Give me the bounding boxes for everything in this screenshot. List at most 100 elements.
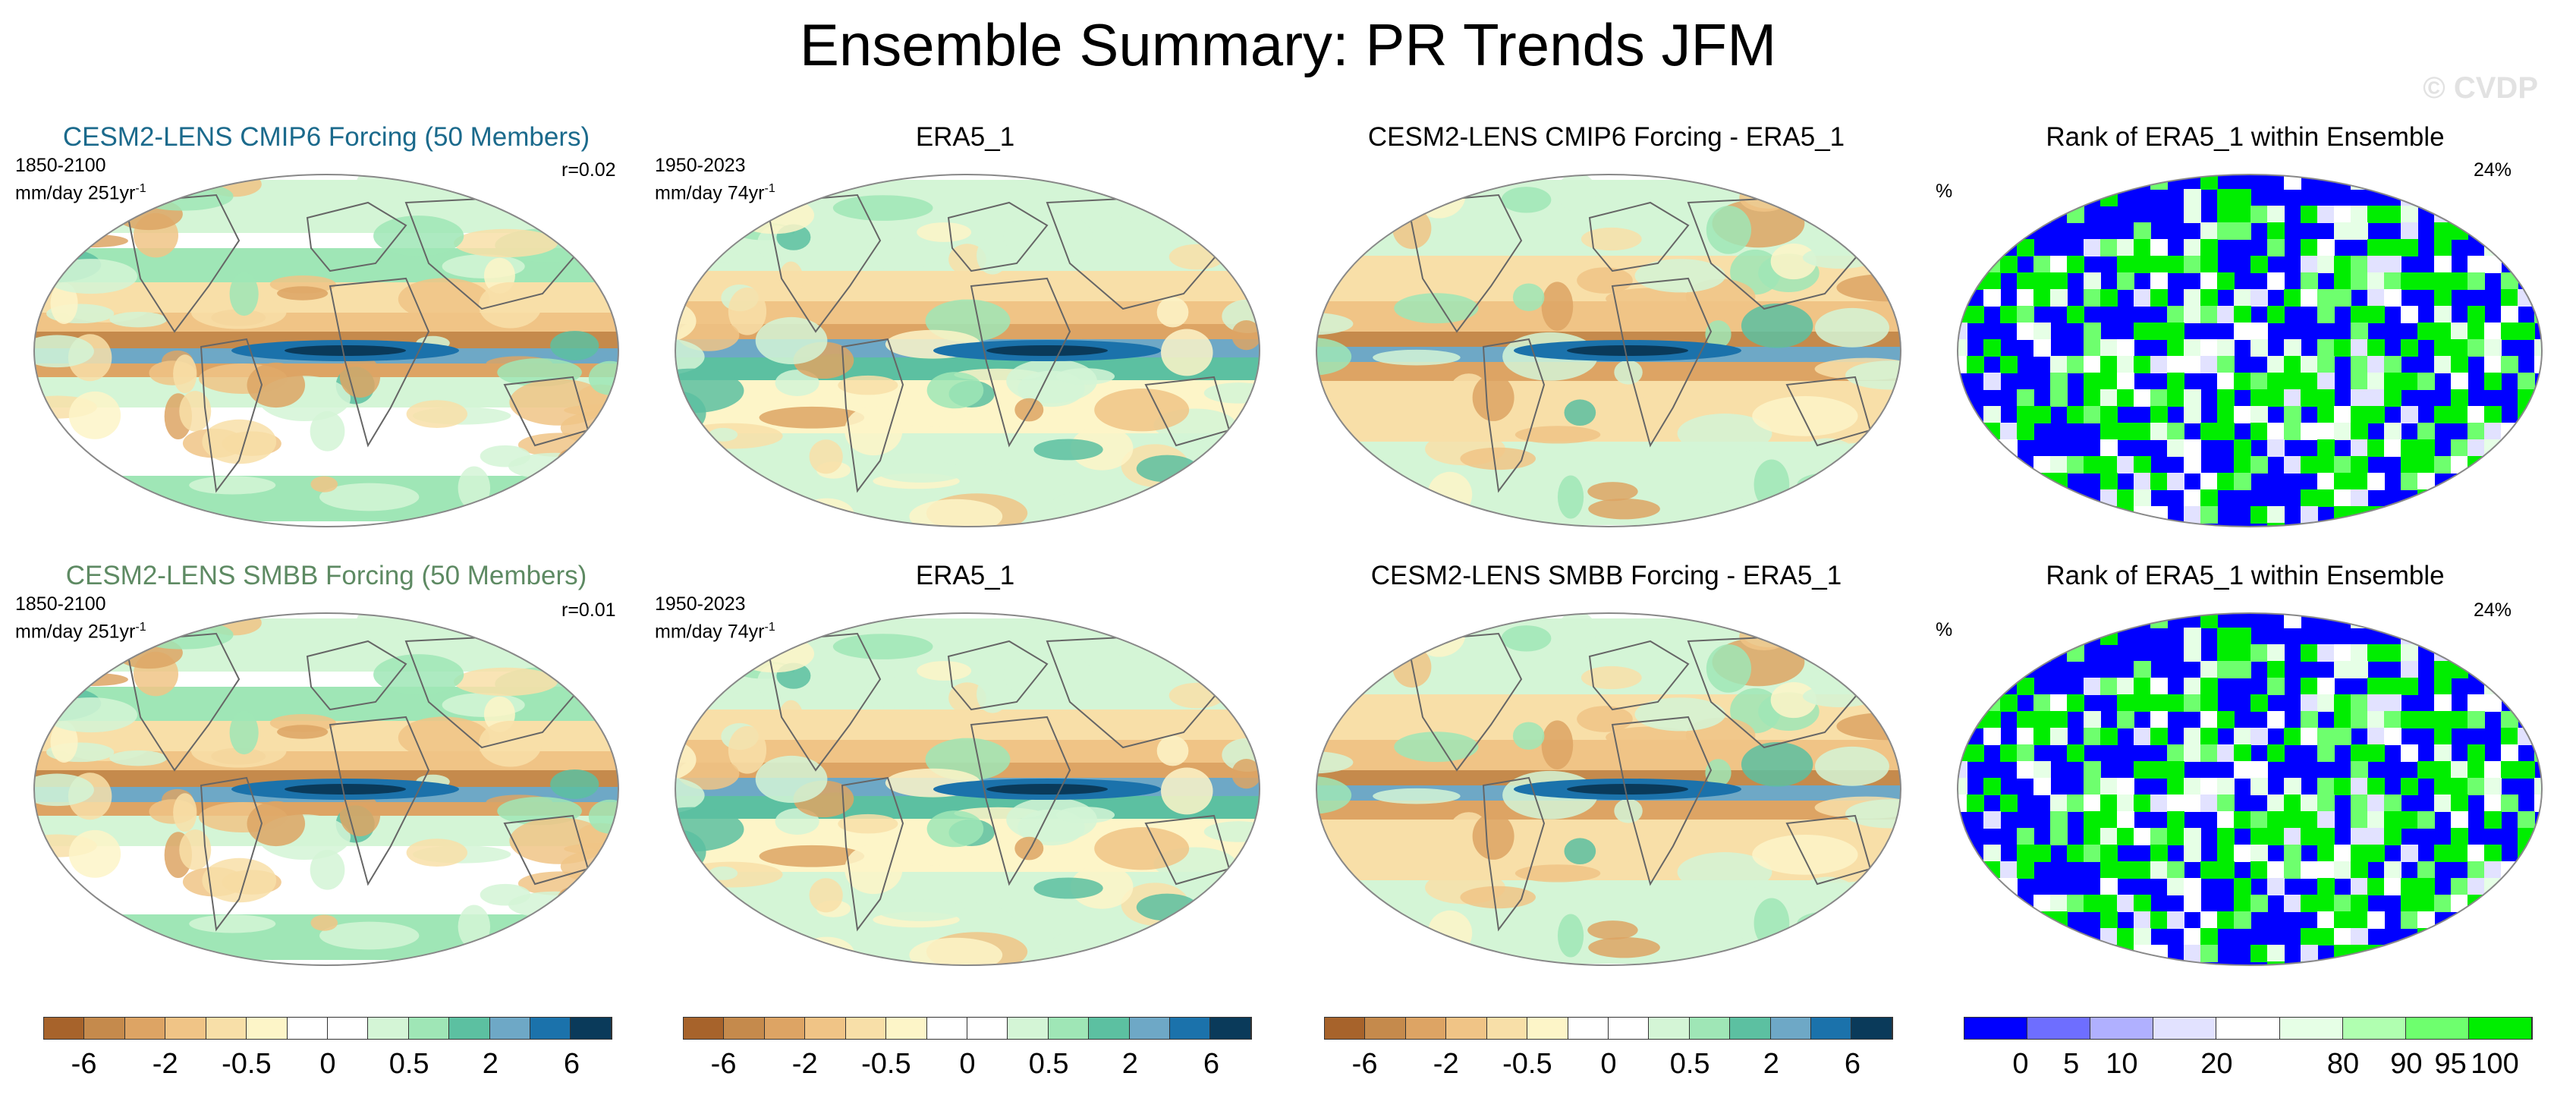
trend-blob: [1156, 297, 1189, 328]
map-smbb-model-trend: [33, 612, 619, 966]
colorbar-tick-label: 80: [2326, 1048, 2360, 1080]
rank-cell: [2167, 389, 2184, 407]
coastline: [306, 201, 407, 272]
rank-cell: [2267, 945, 2285, 962]
trend-blob: [1373, 788, 1461, 804]
rank-cell: [2217, 189, 2235, 206]
rank-cell: [2284, 373, 2301, 390]
rank-cell: [2534, 523, 2542, 527]
trend-blob: [1677, 414, 1772, 454]
rank-cell: [2484, 761, 2502, 779]
rank-cell: [2384, 272, 2401, 290]
rank-cell: [2267, 644, 2285, 662]
rank-cell: [2000, 961, 2018, 965]
rank-cell: [2200, 861, 2218, 879]
trend-blob: [556, 448, 587, 479]
rank-cell: [2200, 339, 2218, 357]
trend-blob: [734, 634, 815, 673]
rank-cell: [2401, 439, 2418, 457]
trend-blob: [1051, 490, 1137, 518]
colorbar-swatch: [1129, 1018, 1171, 1039]
trend-blob: [1577, 706, 1633, 732]
rank-cell: [2384, 878, 2401, 895]
rank-cell: [2134, 222, 2151, 240]
rank-cell: [2217, 423, 2235, 440]
trend-blob: [1845, 799, 1901, 829]
rank-cell: [2000, 694, 2018, 712]
rank-cell: [2267, 206, 2285, 223]
panel-title-rank: Rank of ERA5_1 within Ensemble: [2046, 561, 2445, 590]
rank-cell: [2484, 694, 2502, 712]
trend-blob: [1844, 505, 1888, 526]
rank-cell: [2334, 489, 2351, 507]
rank-cell: [2451, 323, 2468, 340]
colorbar-tick-label: 0.5: [388, 1048, 429, 1080]
trend-blob: [734, 196, 815, 234]
rank-cell: [1967, 911, 1984, 929]
rank-cell: [2351, 661, 2368, 678]
rank-cell: [2050, 373, 2068, 390]
trend-blob: [1231, 319, 1260, 351]
trend-blob: [44, 697, 138, 733]
rank-cell: [2467, 895, 2485, 912]
rank-cell: [1958, 489, 1967, 507]
rank-cell: [2484, 473, 2502, 490]
coastline: [1611, 716, 1713, 886]
rank-cell: [2167, 911, 2184, 929]
rank-cell: [2234, 323, 2251, 340]
trend-blob: [1752, 834, 1858, 875]
trend-blob: [130, 939, 164, 965]
rank-cell: [2401, 878, 2418, 895]
trend-blob: [319, 921, 420, 950]
rank-cell: [1958, 911, 1967, 929]
coastline: [329, 277, 430, 448]
rank-cell: [2067, 845, 2084, 862]
rank-cell: [2317, 861, 2335, 879]
rank-cell: [2250, 728, 2268, 745]
rank-cell: [2134, 911, 2151, 929]
rank-cell: [2301, 272, 2318, 290]
trend-blob: [1282, 873, 1307, 890]
rank-cell: [1983, 778, 2001, 795]
rank-cell: [2351, 456, 2368, 474]
colorbar-swatch: [44, 1018, 85, 1039]
rank-cell: [2501, 945, 2518, 962]
rank-cell: [2117, 389, 2134, 407]
rank-cell: [2033, 256, 2051, 273]
rank-cell: [2100, 928, 2118, 946]
trend-blob: [728, 725, 767, 774]
rank-cell: [2451, 811, 2468, 829]
rank-cell: [2117, 272, 2134, 290]
rank-cell: [2134, 928, 2151, 946]
rank-cell: [1967, 861, 1984, 879]
trend-blob: [1203, 821, 1260, 842]
rank-cell: [2267, 961, 2285, 965]
trend-blob: [1033, 877, 1103, 899]
trend-blob: [173, 354, 197, 394]
rank-field: [1958, 613, 2542, 965]
trend-blob: [47, 498, 132, 514]
colorbar-swatch: [206, 1018, 247, 1039]
rank-cell: [2017, 711, 2034, 728]
rank-cell: [2167, 744, 2184, 762]
rank-cell: [2100, 878, 2118, 895]
trend-blob: [809, 439, 843, 474]
rank-cell: [2217, 911, 2235, 929]
trend-blob: [310, 476, 338, 492]
coastline: [1588, 640, 1690, 711]
rank-cell: [2200, 423, 2218, 440]
trend-blob: [588, 360, 618, 395]
rank-cell: [2384, 439, 2401, 457]
rank-cell: [2117, 795, 2134, 812]
colorbar-tick-label: 20: [2200, 1048, 2233, 1080]
trend-blob: [1581, 227, 1642, 251]
colorbar-swatch: [845, 1018, 887, 1039]
trend-blob: [876, 899, 966, 921]
rank-cell: [2033, 456, 2051, 474]
rank-cell: [2217, 306, 2235, 323]
colorbar-swatch: [926, 1018, 967, 1039]
rank-cell: [2150, 506, 2168, 524]
rank-cell: [2417, 489, 2435, 507]
map-field: [675, 613, 1260, 965]
rank-cell: [2351, 928, 2368, 946]
